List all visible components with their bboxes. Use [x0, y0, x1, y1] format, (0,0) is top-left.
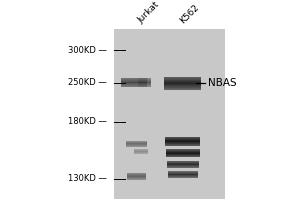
Bar: [127, 178, 146, 179]
Bar: [165, 144, 200, 145]
Bar: [164, 80, 201, 81]
Bar: [166, 150, 200, 151]
Bar: [127, 173, 146, 174]
Bar: [167, 164, 199, 165]
Bar: [137, 86, 151, 87]
Bar: [137, 84, 151, 85]
Bar: [121, 78, 146, 79]
Bar: [168, 172, 198, 173]
Bar: [166, 152, 200, 153]
Text: 250KD —: 250KD —: [68, 78, 107, 87]
Bar: [121, 85, 146, 86]
Bar: [164, 84, 201, 85]
Bar: [168, 177, 198, 178]
Bar: [165, 141, 200, 142]
Bar: [121, 82, 146, 83]
Bar: [164, 82, 201, 83]
Bar: [167, 162, 199, 163]
Bar: [166, 154, 200, 155]
Bar: [168, 171, 198, 172]
Bar: [168, 173, 198, 174]
Bar: [164, 86, 201, 87]
Bar: [166, 151, 200, 152]
Bar: [167, 163, 199, 164]
Bar: [164, 79, 201, 80]
Bar: [168, 176, 198, 177]
Text: NBAS: NBAS: [208, 78, 236, 88]
Bar: [165, 139, 200, 140]
Bar: [166, 156, 200, 157]
Bar: [167, 165, 199, 166]
Bar: [127, 177, 146, 178]
Bar: [121, 83, 146, 84]
Bar: [137, 80, 151, 81]
Text: 300KD —: 300KD —: [68, 46, 107, 55]
Bar: [164, 81, 201, 82]
Bar: [165, 142, 200, 143]
Bar: [167, 166, 199, 167]
Bar: [137, 83, 151, 84]
Bar: [165, 145, 200, 146]
Text: 130KD —: 130KD —: [68, 174, 107, 183]
Bar: [137, 79, 151, 80]
Bar: [137, 78, 151, 79]
Bar: [168, 175, 198, 176]
Bar: [165, 143, 200, 144]
Bar: [167, 167, 199, 168]
Bar: [168, 174, 198, 175]
Bar: [127, 179, 146, 180]
Bar: [137, 85, 151, 86]
Bar: [167, 161, 199, 162]
Bar: [127, 176, 146, 177]
Bar: [166, 153, 200, 154]
Bar: [127, 175, 146, 176]
Bar: [166, 155, 200, 156]
Bar: [165, 138, 200, 139]
Text: Jurkat: Jurkat: [136, 0, 162, 25]
Text: 180KD —: 180KD —: [68, 117, 107, 126]
Bar: [137, 82, 151, 83]
Bar: [164, 89, 201, 90]
Bar: [164, 83, 201, 84]
Bar: [137, 81, 151, 82]
Bar: [164, 88, 201, 89]
Bar: [164, 78, 201, 79]
Bar: [121, 80, 146, 81]
Bar: [121, 86, 146, 87]
Bar: [127, 174, 146, 175]
Bar: [121, 79, 146, 80]
Bar: [114, 29, 225, 199]
Bar: [165, 137, 200, 138]
Bar: [121, 81, 146, 82]
Bar: [164, 85, 201, 86]
Bar: [166, 149, 200, 150]
Bar: [121, 84, 146, 85]
Bar: [164, 87, 201, 88]
Text: K562: K562: [178, 3, 201, 25]
Bar: [164, 77, 201, 78]
Bar: [165, 140, 200, 141]
